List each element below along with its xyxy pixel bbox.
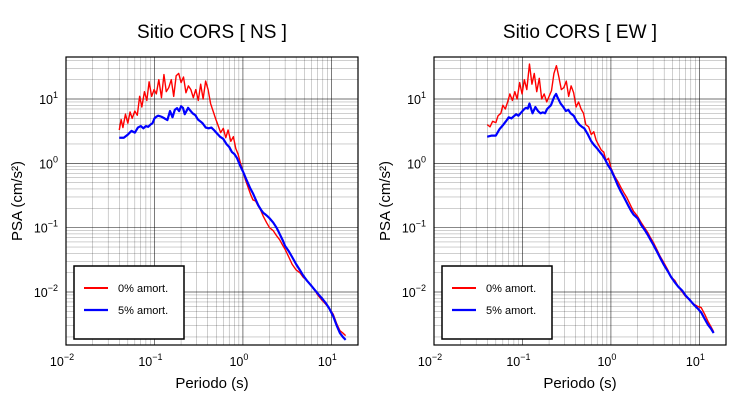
series-line-damped xyxy=(119,105,347,341)
tick-exponent: −2 xyxy=(64,352,74,362)
x-tick-label: 100 xyxy=(229,352,248,369)
series-line-undamped xyxy=(118,72,347,337)
tick-base: 10 xyxy=(229,355,243,369)
tick-exponent: 0 xyxy=(53,154,58,164)
tick-exponent: −2 xyxy=(432,352,442,362)
tick-exponent: 1 xyxy=(53,90,58,100)
tick-base: 10 xyxy=(318,355,332,369)
y-tick-label: 101 xyxy=(407,90,426,107)
tick-exponent: −1 xyxy=(520,352,530,362)
tick-base: 10 xyxy=(39,157,53,171)
x-tick-label: 10−1 xyxy=(138,352,162,369)
legend-box xyxy=(441,265,553,340)
tick-base: 10 xyxy=(402,286,416,300)
tick-base: 10 xyxy=(506,355,520,369)
y-tick-label: 10−2 xyxy=(34,283,58,300)
x-tick-label: 101 xyxy=(686,352,705,369)
series-group xyxy=(486,63,715,334)
legend-label-damped: 5% amort. xyxy=(486,305,536,317)
plot-frame xyxy=(433,56,727,346)
chart-panel-ew: Sitio CORS [ EW ] Periodo (s) PSA (cm/s²… xyxy=(377,22,727,392)
x-axis-label: Periodo (s) xyxy=(543,375,616,392)
y-tick-label: 100 xyxy=(39,154,58,171)
tick-exponent: −1 xyxy=(48,219,58,229)
tick-exponent: 0 xyxy=(611,352,616,362)
legend-label-undamped: 0% amort. xyxy=(486,283,536,295)
tick-exponent: −2 xyxy=(416,283,426,293)
tick-base: 10 xyxy=(402,222,416,236)
tick-base: 10 xyxy=(138,355,152,369)
tick-base: 10 xyxy=(50,355,64,369)
x-axis-label: Periodo (s) xyxy=(175,375,248,392)
tick-exponent: −2 xyxy=(48,283,58,293)
chart-title: Sitio CORS [ EW ] xyxy=(503,22,657,43)
y-tick-label: 10−1 xyxy=(402,219,426,236)
y-tick-label: 100 xyxy=(407,154,426,171)
legend: 0% amort. 5% amort. xyxy=(441,265,553,340)
y-tick-label: 101 xyxy=(39,90,58,107)
tick-base: 10 xyxy=(39,93,53,107)
tick-exponent: −1 xyxy=(152,352,162,362)
x-tick-label: 10−2 xyxy=(418,352,442,369)
legend: 0% amort. 5% amort. xyxy=(73,265,185,340)
tick-base: 10 xyxy=(34,222,48,236)
tick-exponent: 1 xyxy=(421,90,426,100)
tick-exponent: 0 xyxy=(243,352,248,362)
tick-exponent: 0 xyxy=(421,154,426,164)
plot-frame xyxy=(65,56,359,346)
x-tick-label: 10−2 xyxy=(50,352,74,369)
y-tick-label: 10−1 xyxy=(34,219,58,236)
tick-base: 10 xyxy=(407,93,421,107)
tick-base: 10 xyxy=(686,355,700,369)
tick-exponent: 1 xyxy=(700,352,705,362)
legend-box xyxy=(73,265,185,340)
x-tick-label: 101 xyxy=(318,352,337,369)
x-tick-label: 100 xyxy=(597,352,616,369)
y-axis-label: PSA (cm/s²) xyxy=(9,161,26,241)
y-tick-label: 10−2 xyxy=(402,283,426,300)
y-axis-label: PSA (cm/s²) xyxy=(377,161,394,241)
tick-base: 10 xyxy=(418,355,432,369)
y-axis-label-text: PSA (cm/s²) xyxy=(9,161,26,241)
tick-base: 10 xyxy=(597,355,611,369)
series-group xyxy=(118,72,347,341)
chart-title: Sitio CORS [ NS ] xyxy=(137,22,287,43)
tick-base: 10 xyxy=(34,286,48,300)
tick-base: 10 xyxy=(407,157,421,171)
legend-label-undamped: 0% amort. xyxy=(118,283,168,295)
x-tick-label: 10−1 xyxy=(506,352,530,369)
tick-exponent: 1 xyxy=(332,352,337,362)
chart-panel-ns: Sitio CORS [ NS ] Periodo (s) PSA (cm/s²… xyxy=(9,22,359,392)
tick-exponent: −1 xyxy=(416,219,426,229)
y-axis-label-text: PSA (cm/s²) xyxy=(377,161,394,241)
legend-label-damped: 5% amort. xyxy=(118,305,168,317)
series-line-damped xyxy=(487,92,715,334)
